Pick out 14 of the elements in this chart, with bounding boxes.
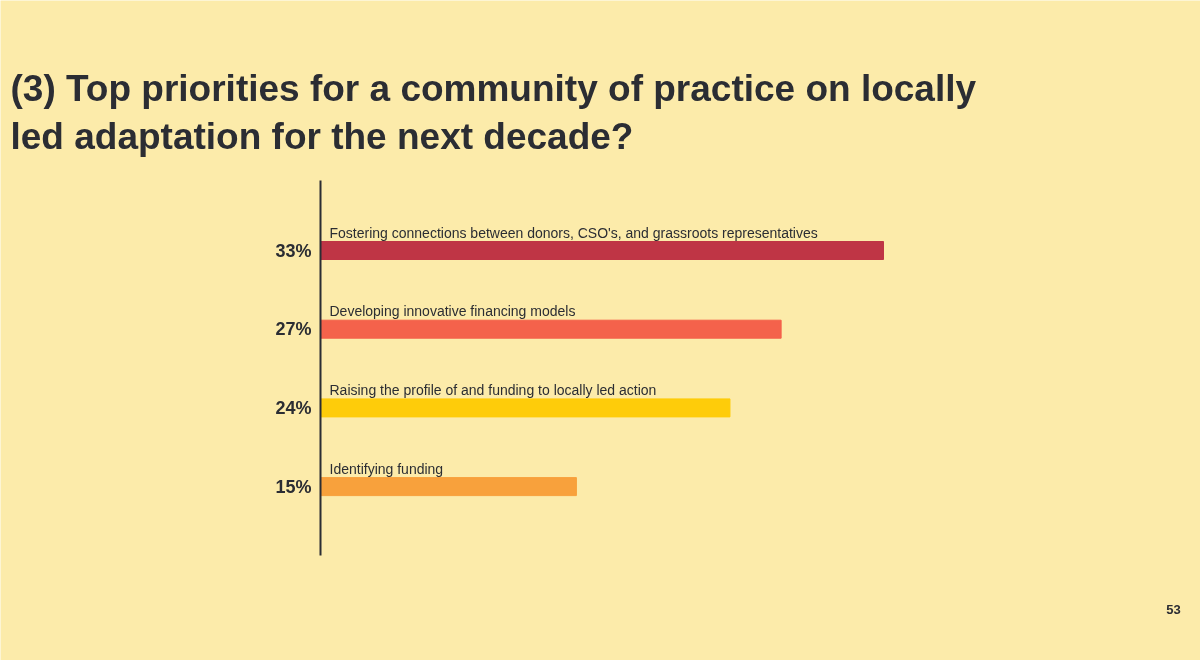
y-tick-label: Developing innovative financing models (329, 303, 576, 320)
data-label: 24% (275, 397, 312, 418)
data-label: 33% (275, 240, 312, 261)
bar (320, 477, 577, 497)
chart-title: (3) Top priorities for a community of practice on locally led adaptation for the next decade? (10, 68, 977, 157)
y-tick-label: Identifying funding (329, 460, 444, 477)
data-label: 27% (275, 319, 312, 340)
bar (320, 241, 884, 260)
data-label: 15% (275, 476, 312, 497)
bar (320, 319, 782, 339)
bar (320, 398, 731, 418)
y-tick-label: Raising the profile of and funding to locally led action (329, 381, 657, 398)
y-tick-label: Fostering connections between donors, CSO's, and grassroots representatives (329, 224, 818, 241)
text: 53 (1166, 602, 1181, 617)
